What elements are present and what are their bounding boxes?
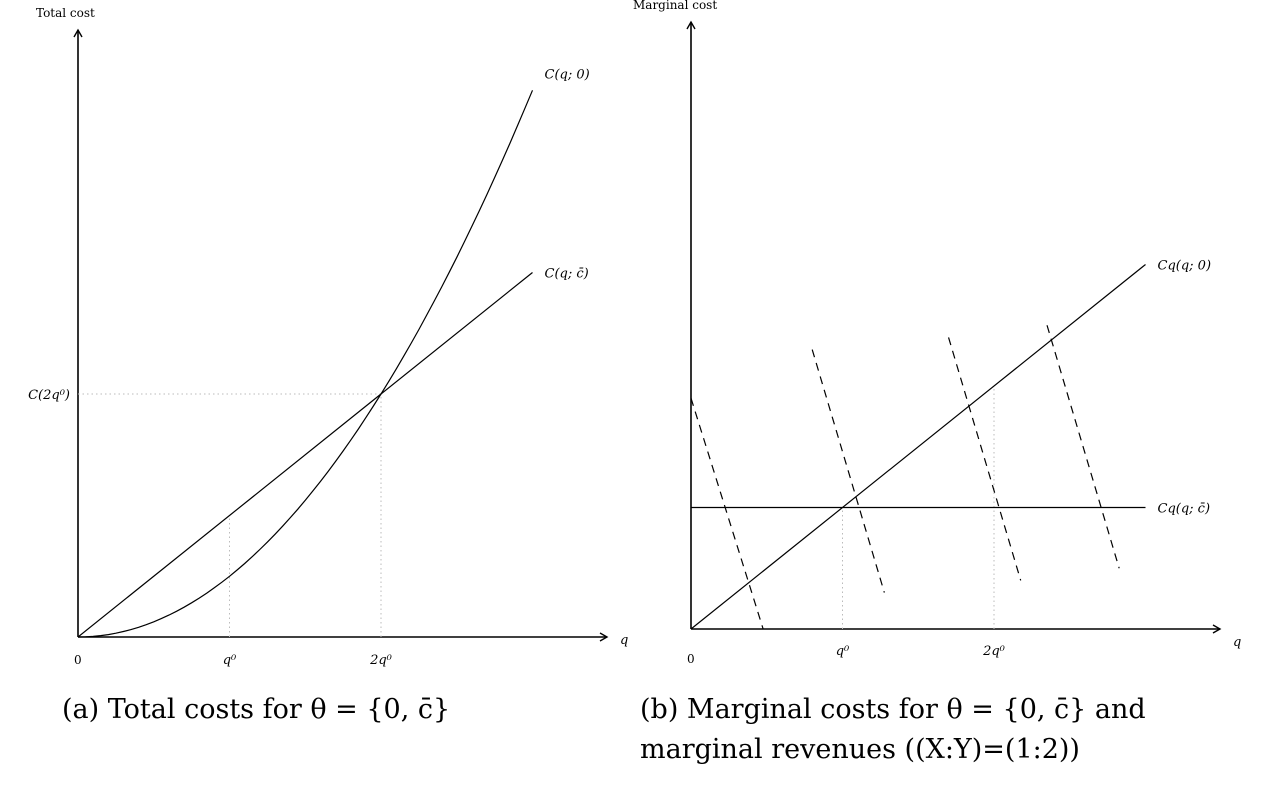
y-axis-label-a: Total cost — [36, 6, 95, 20]
x-tick-label-a-1: 2q⁰ — [369, 653, 393, 668]
guide-lines-a — [78, 393, 382, 637]
x-tick-label-b-1: 2q⁰ — [982, 644, 1006, 659]
series-label-mc-cbar: Cq(q; c̄) — [1158, 502, 1211, 517]
marginal-revenue-line-0 — [690, 397, 764, 630]
x-tick-label-a-0: q⁰ — [223, 653, 237, 668]
series-linear-total-cost — [77, 272, 533, 638]
marginal-revenue-lines — [690, 325, 1120, 630]
panel-marginal-cost: Marginal cost q 0 q⁰ 2q⁰ Cq(q; 0) Cq(q; c̄… — [633, 0, 1241, 666]
series-marginal-cost-zero — [690, 264, 1146, 630]
series-quadratic-total-cost — [77, 90, 534, 638]
marginal-revenue-line-3 — [1046, 325, 1120, 569]
origin-label-b: 0 — [687, 652, 695, 666]
series-label-linear: C(q; c̄) — [545, 267, 589, 282]
tick-group-b: q⁰ 2q⁰ — [836, 644, 1006, 659]
series-labels-b: Cq(q; 0) Cq(q; c̄) — [1158, 259, 1212, 517]
x-axis-label-a: q — [620, 633, 628, 648]
series-label-quadratic: C(q; 0) — [545, 67, 590, 82]
x-tick-label-b-0: q⁰ — [836, 644, 850, 659]
series-group-a — [77, 90, 534, 638]
y-tick-label-a-0: C(2q⁰) — [28, 388, 70, 403]
panel-total-cost: Total cost q 0 q⁰ 2q⁰ C(2q⁰) C(q; 0) C(q; c… — [28, 6, 628, 668]
series-label-mc-zero: Cq(q; 0) — [1158, 259, 1212, 274]
series-labels-a: C(q; 0) C(q; c̄) — [545, 67, 590, 281]
caption-b: (b) Marginal costs for θ = {0, c̄} and m… — [640, 694, 1146, 765]
y-axis-label-b: Marginal cost — [633, 0, 717, 12]
x-axis-label-b: q — [1233, 635, 1241, 650]
tick-group-a: q⁰ 2q⁰ C(2q⁰) — [28, 388, 393, 668]
marginal-revenue-line-2 — [947, 337, 1022, 581]
caption-a: (a) Total costs for θ = {0, c̄} — [62, 694, 451, 725]
marginal-revenue-line-1 — [811, 349, 885, 593]
origin-label-a: 0 — [74, 653, 82, 667]
series-group-b — [690, 264, 1146, 630]
